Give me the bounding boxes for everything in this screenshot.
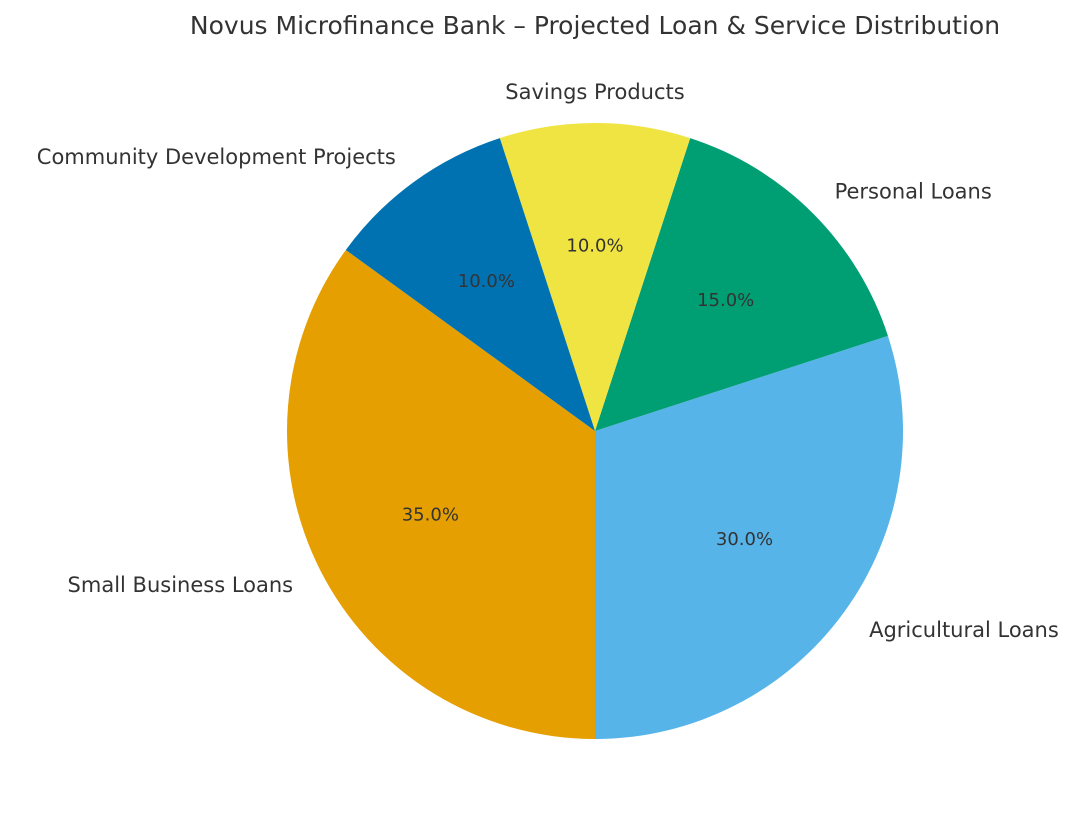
- percent-label-personal-loans: 15.0%: [697, 290, 754, 311]
- category-label-savings-products: Savings Products: [505, 80, 684, 104]
- pie-category-labels: Small Business Loans Agricultural Loans Pe…: [37, 80, 1059, 642]
- slice-small-business-loans: [287, 249, 595, 739]
- category-label-personal-loans: Personal Loans: [835, 179, 992, 203]
- percent-label-agricultural-loans: 30.0%: [716, 529, 773, 550]
- pie-slices: [287, 123, 904, 739]
- percent-label-small-business-loans: 35.0%: [402, 504, 459, 525]
- category-label-small-business-loans: Small Business Loans: [68, 573, 294, 597]
- pie-percent-labels: 35.0% 30.0% 15.0% 10.0% 10.0%: [402, 236, 773, 550]
- chart-title: Novus Microfinance Bank – Projected Loan…: [190, 11, 1000, 40]
- slice-agricultural-loans: [595, 335, 904, 739]
- slice-personal-loans: [595, 138, 888, 432]
- percent-label-savings-products: 10.0%: [566, 236, 623, 257]
- slice-community-development-projects: [345, 138, 595, 432]
- category-label-agricultural-loans: Agricultural Loans: [869, 618, 1059, 642]
- percent-label-community-development-projects: 10.0%: [458, 271, 515, 292]
- category-label-community-development-projects: Community Development Projects: [37, 145, 396, 169]
- slice-savings-products: [499, 123, 691, 432]
